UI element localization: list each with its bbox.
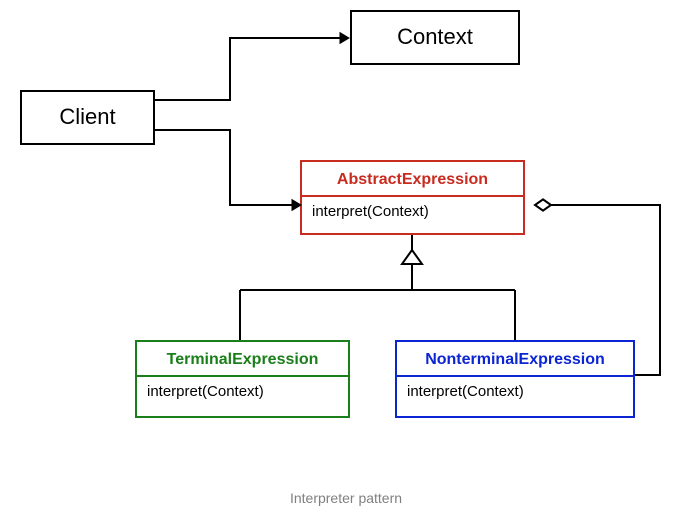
arrowhead-icon	[340, 33, 349, 44]
node-context: Context	[350, 10, 520, 65]
node-context-label: Context	[352, 12, 518, 50]
node-client-label: Client	[22, 92, 153, 130]
node-client: Client	[20, 90, 155, 145]
node-abstract-expression-label: AbstractExpression	[302, 162, 523, 197]
diagram-caption: Interpreter pattern	[0, 490, 692, 506]
generalization-arrowhead-icon	[402, 250, 422, 264]
edge-client-context	[155, 38, 340, 100]
node-abstract-expression: AbstractExpression interpret(Context)	[300, 160, 525, 235]
aggregation-diamond-icon	[535, 199, 551, 210]
node-nonterminal-expression: NonterminalExpression interpret(Context)	[395, 340, 635, 418]
node-nonterminal-expression-label: NonterminalExpression	[397, 342, 633, 377]
node-terminal-expression: TerminalExpression interpret(Context)	[135, 340, 350, 418]
node-nonterminal-expression-method: interpret(Context)	[397, 377, 633, 406]
node-terminal-expression-method: interpret(Context)	[137, 377, 348, 406]
node-terminal-expression-label: TerminalExpression	[137, 342, 348, 377]
edge-client-abstract	[155, 130, 292, 205]
node-abstract-expression-method: interpret(Context)	[302, 197, 523, 226]
connectors-layer	[0, 0, 692, 524]
